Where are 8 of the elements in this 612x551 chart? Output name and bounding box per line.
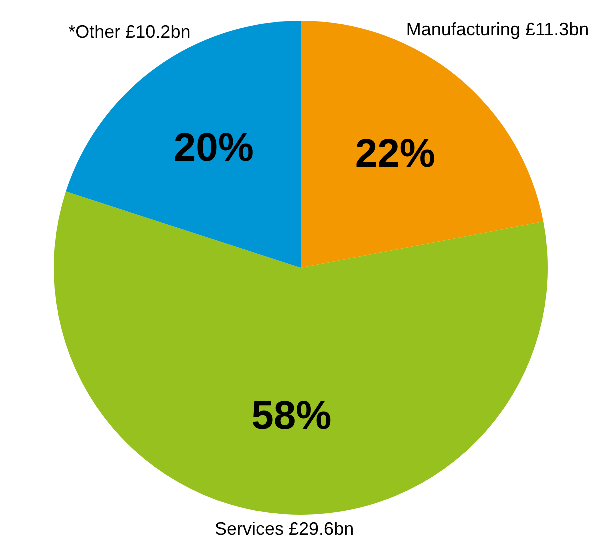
data-label: 22% xyxy=(355,132,436,176)
pie-slice xyxy=(54,192,548,515)
pie-slice xyxy=(66,21,301,268)
slice-label: *Other £10.2bn xyxy=(68,22,191,42)
data-label: 20% xyxy=(174,126,254,170)
data-label: 58% xyxy=(252,394,332,438)
slice-label: Services £29.6bn xyxy=(215,518,354,539)
slice-label: Manufacturing £11.3bn xyxy=(406,20,590,40)
